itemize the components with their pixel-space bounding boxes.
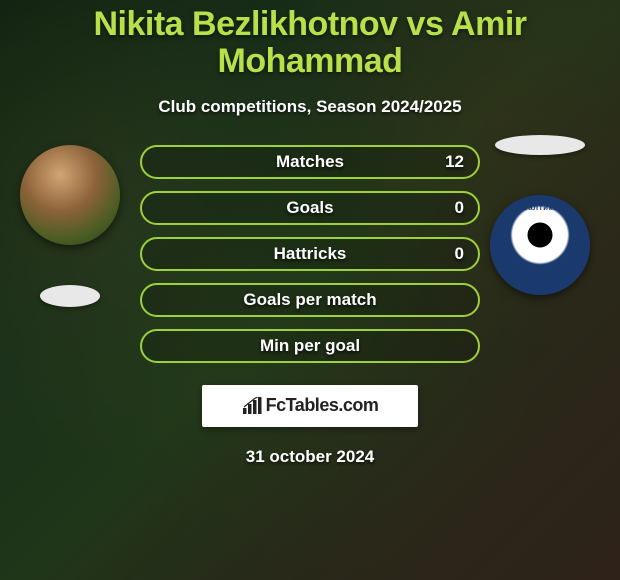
player2-club-logo: Балтика bbox=[490, 195, 590, 295]
brand-label: FcTables.com bbox=[266, 395, 379, 416]
stat-label: Min per goal bbox=[260, 336, 360, 356]
stat-label: Goals per match bbox=[243, 290, 376, 310]
brand-logo-box: FcTables.com bbox=[202, 385, 418, 427]
stat-bar-goals-per-match: Goals per match bbox=[140, 283, 480, 317]
stat-bar-min-per-goal: Min per goal bbox=[140, 329, 480, 363]
content-container: Nikita Bezlikhotnov vs Amir Mohammad Clu… bbox=[0, 0, 620, 580]
stat-value-right: 0 bbox=[455, 198, 464, 218]
main-row: Matches 12 Goals 0 Hattricks 0 Goals per… bbox=[0, 145, 620, 363]
stat-label: Goals bbox=[286, 198, 333, 218]
stats-column: Matches 12 Goals 0 Hattricks 0 Goals per… bbox=[140, 145, 480, 363]
date-label: 31 october 2024 bbox=[246, 447, 375, 467]
player-right-column: Балтика bbox=[480, 135, 600, 295]
bar-chart-icon bbox=[242, 397, 262, 415]
stat-bar-hattricks: Hattricks 0 bbox=[140, 237, 480, 271]
player1-club-badge bbox=[40, 285, 100, 307]
subtitle: Club competitions, Season 2024/2025 bbox=[158, 97, 461, 117]
player1-photo bbox=[20, 145, 120, 245]
stat-value-right: 12 bbox=[445, 152, 464, 172]
stat-label: Matches bbox=[276, 152, 344, 172]
player-left-column bbox=[10, 145, 130, 307]
headline-title: Nikita Bezlikhotnov vs Amir Mohammad bbox=[0, 6, 620, 81]
stat-bar-matches: Matches 12 bbox=[140, 145, 480, 179]
stat-value-right: 0 bbox=[455, 244, 464, 264]
stat-bar-goals: Goals 0 bbox=[140, 191, 480, 225]
club2-label: Балтика bbox=[522, 203, 558, 212]
player2-name-badge bbox=[495, 135, 585, 155]
stat-label: Hattricks bbox=[274, 244, 347, 264]
